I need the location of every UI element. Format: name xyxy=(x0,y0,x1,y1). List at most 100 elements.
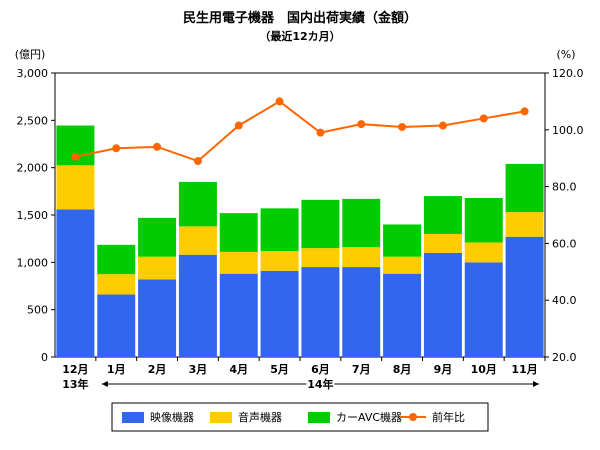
bar-audio-8 xyxy=(342,247,381,268)
right-axis-tick-label: 80.0 xyxy=(552,181,577,194)
yoy-point-1 xyxy=(71,152,80,161)
bar-car-avc-9 xyxy=(383,224,422,257)
bar-car-avc-11 xyxy=(464,197,503,243)
yoy-point-3 xyxy=(153,142,162,151)
x-axis-label-4: 3月 xyxy=(189,363,208,376)
bar-car-avc-4 xyxy=(178,181,217,227)
bar-car-avc-5 xyxy=(219,213,258,252)
legend-label-audio: 音声機器 xyxy=(238,410,282,424)
left-axis-tick-label: 1,000 xyxy=(17,256,49,269)
bar-video-7 xyxy=(301,267,340,357)
line-group xyxy=(71,97,529,166)
bar-video-9 xyxy=(383,273,422,357)
x-axis-label-2: 1月 xyxy=(107,363,126,376)
right-axis-tick-label: 120.0 xyxy=(552,67,584,80)
legend-swatch-video xyxy=(122,412,144,423)
bar-car-avc-2 xyxy=(97,244,136,275)
right-axis-tick-label: 40.0 xyxy=(552,294,577,307)
bar-car-avc-6 xyxy=(260,208,299,251)
chart-subtitle: （最近12カ月） xyxy=(259,29,340,43)
legend-frame xyxy=(111,402,489,432)
bar-video-12 xyxy=(505,236,544,357)
bar-car-avc-3 xyxy=(138,217,177,257)
x-axis-label-11: 10月 xyxy=(471,363,497,376)
plot-frame xyxy=(54,72,546,358)
left-axis-tick-label: 1,500 xyxy=(17,209,49,222)
x-axis-label-1: 12月 xyxy=(62,363,88,376)
bar-car-avc-7 xyxy=(301,199,340,249)
year-range-arrow-left xyxy=(101,381,108,387)
x-axis-label-8: 7月 xyxy=(352,363,371,376)
legend-label-yoy: 前年比 xyxy=(432,410,465,424)
bar-group xyxy=(56,125,544,357)
bar-video-4 xyxy=(178,254,217,357)
bar-video-10 xyxy=(423,252,462,357)
chart-title: 民生用電子機器 国内出荷実績（金額） xyxy=(183,10,417,26)
left-axis-tick-label: 0 xyxy=(41,351,48,364)
x-axis-label-9: 8月 xyxy=(393,363,412,376)
right-axis-tick-label: 20.0 xyxy=(552,351,577,364)
yoy-point-9 xyxy=(398,122,407,131)
bar-audio-9 xyxy=(383,256,422,274)
bar-audio-2 xyxy=(97,274,136,295)
bar-car-avc-12 xyxy=(505,163,544,213)
yoy-point-11 xyxy=(479,114,488,123)
bar-video-8 xyxy=(342,267,381,357)
left-axis-unit-label: (億円) xyxy=(15,48,46,61)
x-axis-labels: 12月 1月 2月 3月 4月 5月 6月 7月 8月 9月 10月 11月 xyxy=(62,363,537,376)
bar-audio-5 xyxy=(219,251,258,274)
yoy-point-6 xyxy=(275,97,284,106)
left-axis-tick-label: 2,500 xyxy=(17,114,49,127)
yoy-point-10 xyxy=(438,121,447,130)
yoy-point-2 xyxy=(112,144,121,153)
bar-audio-10 xyxy=(423,233,462,253)
bar-car-avc-8 xyxy=(342,198,381,248)
legend-swatch-car-avc xyxy=(308,412,330,423)
bar-audio-12 xyxy=(505,212,544,237)
yoy-point-7 xyxy=(316,128,325,137)
right-axis-tick-label: 100.0 xyxy=(552,124,584,137)
bar-audio-3 xyxy=(138,256,177,280)
left-axis-tick-label: 500 xyxy=(27,304,48,317)
yoy-point-4 xyxy=(193,157,202,166)
right-axis-unit-label: (%) xyxy=(556,48,575,61)
x-axis-label-7: 6月 xyxy=(311,363,330,376)
year-label-13: 13年 xyxy=(62,377,88,391)
bar-audio-1 xyxy=(56,165,95,210)
left-axis-tick-label: 3,000 xyxy=(17,67,49,80)
x-axis-label-10: 9月 xyxy=(434,363,453,376)
legend-label-car-avc: カーAVC機器 xyxy=(336,410,402,424)
legend-swatch-yoy-marker xyxy=(409,413,417,421)
yoy-point-8 xyxy=(357,120,366,129)
bar-video-2 xyxy=(97,294,136,357)
yoy-line xyxy=(75,100,525,163)
bar-audio-11 xyxy=(464,242,503,263)
bar-audio-7 xyxy=(301,248,340,268)
bar-video-5 xyxy=(219,273,258,357)
axes: 0 500 1,000 1,500 2,000 2,500 3,000 20.0 40.0 60.… xyxy=(17,67,584,364)
year-labels: 13年 14年 xyxy=(62,376,539,391)
plot-area xyxy=(54,72,546,358)
legend-label-video: 映像機器 xyxy=(150,410,194,424)
bar-video-11 xyxy=(464,262,503,357)
year-label-14: 14年 xyxy=(307,377,333,391)
bar-video-1 xyxy=(56,209,95,357)
bar-video-6 xyxy=(260,270,299,357)
legend: 映像機器 音声機器 カーAVC機器 前年比 xyxy=(111,402,489,432)
bar-car-avc-10 xyxy=(423,196,462,234)
year-label-bg xyxy=(306,376,335,391)
x-axis-label-5: 4月 xyxy=(229,363,248,376)
legend-swatch-audio xyxy=(210,412,232,423)
year-range-arrow-right xyxy=(533,381,539,387)
x-axis-label-6: 5月 xyxy=(270,363,289,376)
x-axis-label-12: 11月 xyxy=(511,363,537,376)
x-axis-label-3: 2月 xyxy=(148,363,167,376)
bar-audio-4 xyxy=(178,226,217,255)
bar-audio-6 xyxy=(260,250,299,271)
yoy-point-5 xyxy=(234,121,243,130)
left-axis-tick-label: 2,000 xyxy=(17,162,49,175)
yoy-point-12 xyxy=(520,107,529,116)
right-axis-tick-label: 60.0 xyxy=(552,237,577,250)
